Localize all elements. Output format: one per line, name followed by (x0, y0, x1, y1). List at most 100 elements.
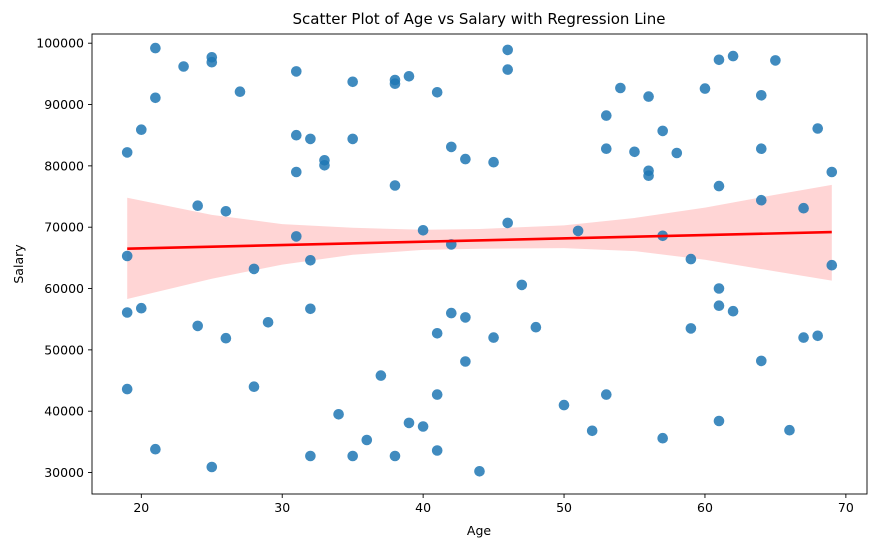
y-tick-label: 30000 (44, 465, 84, 480)
chart-title: Scatter Plot of Age vs Salary with Regre… (293, 10, 666, 28)
data-point (502, 64, 513, 75)
data-point (502, 44, 513, 56)
data-point (713, 54, 725, 66)
data-point (192, 200, 203, 211)
data-point (150, 443, 161, 455)
y-axis-label: Salary (11, 244, 26, 284)
data-point (305, 133, 316, 145)
data-point (826, 259, 838, 271)
data-point (136, 302, 147, 314)
data-point (812, 330, 823, 342)
data-point (305, 303, 316, 315)
data-point (121, 307, 133, 318)
data-point (291, 166, 302, 178)
data-point (460, 312, 471, 323)
data-point (629, 146, 640, 158)
data-point (713, 283, 725, 294)
data-point (248, 263, 260, 275)
data-point (530, 321, 542, 333)
data-point (474, 466, 485, 477)
data-point (136, 124, 147, 135)
data-point (446, 141, 457, 153)
y-tick-label: 80000 (44, 158, 84, 173)
data-point (756, 194, 767, 206)
data-point (347, 450, 359, 462)
data-point (206, 56, 218, 68)
data-point (262, 317, 274, 328)
data-point (431, 87, 443, 98)
data-point (192, 320, 203, 332)
data-point (291, 129, 302, 141)
confidence-band (127, 184, 832, 299)
data-point (291, 66, 302, 77)
y-tick-label: 60000 (44, 281, 84, 296)
data-point (601, 389, 612, 400)
data-point (121, 250, 133, 262)
data-point (248, 381, 260, 393)
data-point (657, 125, 668, 137)
data-point (826, 166, 838, 178)
x-tick-label: 20 (133, 500, 149, 515)
data-point (403, 417, 415, 429)
data-point (431, 389, 443, 400)
data-point (220, 206, 232, 217)
data-point (798, 332, 809, 343)
x-tick-label: 30 (274, 500, 290, 515)
data-point (121, 147, 133, 158)
data-point (572, 225, 584, 237)
data-point (727, 305, 739, 317)
data-point (601, 110, 612, 121)
data-point (305, 254, 316, 266)
y-tick-label: 100000 (36, 36, 84, 51)
data-point (671, 147, 683, 159)
y-tick-label: 40000 (44, 404, 84, 419)
data-point (305, 450, 316, 462)
data-point (713, 415, 725, 427)
data-point (389, 450, 401, 462)
data-point (488, 156, 499, 168)
y-tick-label: 50000 (44, 342, 84, 357)
data-point (756, 143, 767, 154)
data-point (431, 445, 443, 456)
data-point (784, 424, 795, 436)
data-point (798, 202, 809, 214)
confidence-band-area (127, 184, 832, 299)
data-point (699, 83, 711, 94)
data-point (643, 170, 654, 181)
data-point (417, 421, 429, 432)
data-point (615, 82, 626, 94)
data-point (446, 307, 457, 319)
data-point (756, 90, 767, 101)
regression-line-stroke (127, 230, 832, 250)
data-point (685, 253, 697, 265)
y-tick-label: 90000 (44, 97, 84, 112)
data-point (389, 78, 401, 89)
regression-line (127, 230, 832, 250)
data-point (460, 356, 471, 367)
data-point (502, 217, 513, 229)
data-point (713, 300, 725, 312)
data-point (812, 123, 823, 134)
data-point (291, 231, 302, 242)
data-point (727, 50, 739, 62)
data-point (756, 355, 767, 367)
data-point (150, 42, 161, 54)
data-point (586, 425, 598, 437)
x-axis: 20 30 40 50 60 70 (133, 494, 854, 515)
data-point (488, 332, 499, 343)
data-point (389, 180, 401, 191)
data-point (375, 370, 387, 381)
data-point (601, 143, 612, 154)
data-point (333, 409, 344, 420)
plot-frame (91, 33, 868, 495)
data-point (347, 133, 359, 145)
data-point (121, 383, 133, 395)
data-point (657, 432, 668, 444)
data-point (150, 92, 161, 104)
data-point (178, 61, 189, 72)
data-point (516, 279, 528, 291)
x-tick-label: 40 (415, 500, 431, 515)
x-tick-label: 60 (697, 500, 713, 515)
x-tick-label: 70 (838, 500, 854, 515)
